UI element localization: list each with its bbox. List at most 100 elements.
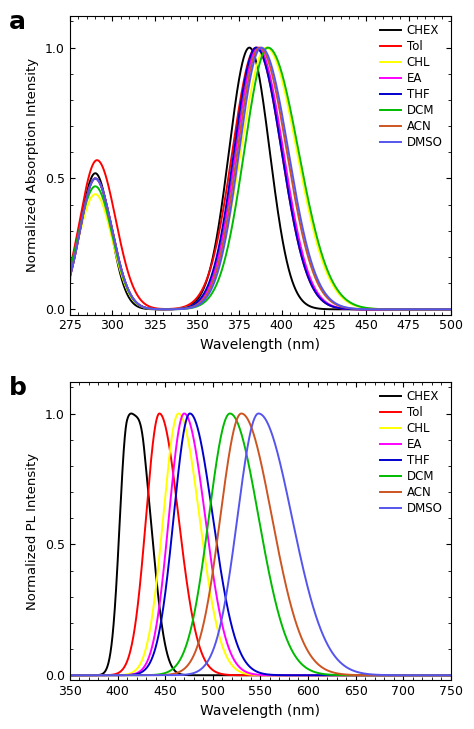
Line: CHL: CHL — [62, 47, 459, 309]
Line: CHEX: CHEX — [62, 47, 459, 309]
CHL — [176, 409, 182, 418]
ACN — [257, 43, 263, 52]
DCM — [456, 305, 462, 313]
EA — [133, 669, 139, 678]
DCM — [226, 239, 231, 248]
DMSO — [383, 671, 389, 679]
DCM — [247, 106, 253, 114]
EA — [247, 58, 253, 66]
ACN — [453, 671, 458, 679]
ACN — [211, 557, 217, 566]
CHL — [211, 611, 217, 620]
ACN — [59, 305, 64, 313]
Line: EA: EA — [62, 47, 459, 309]
DMSO — [453, 671, 458, 679]
EA — [444, 305, 450, 313]
CHEX — [246, 43, 252, 52]
CHEX — [453, 671, 458, 679]
Line: Tol: Tol — [62, 47, 459, 309]
Line: ACN: ACN — [65, 413, 456, 675]
Y-axis label: Normalized PL Intensity: Normalized PL Intensity — [27, 453, 39, 610]
DMSO — [456, 305, 462, 313]
THF — [383, 671, 389, 679]
CHEX — [226, 150, 231, 159]
THF — [444, 305, 450, 313]
CHL — [444, 305, 450, 313]
CHEX — [248, 44, 254, 52]
EA — [456, 305, 462, 313]
DMSO — [211, 642, 217, 651]
DMSO — [229, 198, 235, 207]
CHL — [348, 299, 354, 308]
DMSO — [444, 305, 450, 313]
Tol — [348, 305, 354, 313]
DMSO — [348, 304, 354, 313]
CHL — [62, 671, 68, 679]
DMSO — [316, 621, 322, 630]
Y-axis label: Normalized Absorption Intensity: Normalized Absorption Intensity — [27, 58, 39, 273]
CHEX — [133, 412, 139, 421]
Legend: CHEX, Tol, CHL, EA, THF, DCM, ACN, DMSO: CHEX, Tol, CHL, EA, THF, DCM, ACN, DMSO — [377, 388, 445, 518]
CHEX — [383, 671, 389, 679]
Tol — [453, 671, 458, 679]
DMSO — [226, 218, 231, 227]
EA — [182, 409, 187, 418]
CHL — [383, 671, 389, 679]
CHEX — [297, 671, 302, 679]
THF — [348, 305, 354, 313]
DMSO — [247, 73, 253, 82]
CHL — [453, 671, 458, 679]
CHEX — [456, 305, 462, 313]
ACN — [238, 409, 244, 418]
Tol — [156, 409, 162, 418]
THF — [133, 670, 139, 679]
EA — [62, 671, 68, 679]
ACN — [348, 304, 354, 313]
EA — [297, 671, 302, 679]
CHL — [316, 671, 322, 679]
DCM — [354, 671, 359, 679]
DCM — [265, 43, 271, 52]
DMSO — [258, 43, 264, 52]
CHL — [226, 218, 231, 227]
Line: THF: THF — [65, 413, 456, 675]
Tol — [62, 671, 68, 679]
DCM — [316, 669, 322, 678]
CHEX — [444, 305, 450, 313]
CHEX — [59, 305, 64, 313]
CHL — [133, 666, 139, 674]
Tol — [383, 671, 389, 679]
CHEX — [229, 125, 235, 134]
Tol — [211, 667, 217, 676]
Line: CHEX: CHEX — [65, 413, 456, 675]
Tol — [247, 50, 253, 59]
CHEX — [316, 671, 322, 679]
CHL — [456, 305, 462, 313]
DCM — [425, 305, 430, 313]
CHEX — [62, 671, 68, 679]
THF — [425, 305, 430, 313]
ACN — [229, 187, 235, 195]
CHEX — [128, 409, 134, 418]
DMSO — [59, 305, 64, 313]
ACN — [133, 671, 139, 679]
EA — [255, 43, 261, 52]
Tol — [297, 671, 302, 679]
DMSO — [133, 671, 139, 679]
CHEX — [354, 671, 359, 679]
Line: THF: THF — [62, 47, 459, 309]
Line: DMSO: DMSO — [65, 413, 456, 675]
EA — [425, 305, 430, 313]
DCM — [453, 671, 458, 679]
Tol — [133, 615, 139, 623]
Tol — [59, 305, 64, 313]
THF — [297, 671, 302, 679]
X-axis label: Wavelength (nm): Wavelength (nm) — [201, 338, 320, 352]
THF — [187, 409, 193, 418]
THF — [62, 671, 68, 679]
Tol — [456, 305, 462, 313]
THF — [59, 305, 64, 313]
DCM — [229, 224, 235, 233]
THF — [229, 163, 235, 172]
DCM — [383, 671, 389, 679]
